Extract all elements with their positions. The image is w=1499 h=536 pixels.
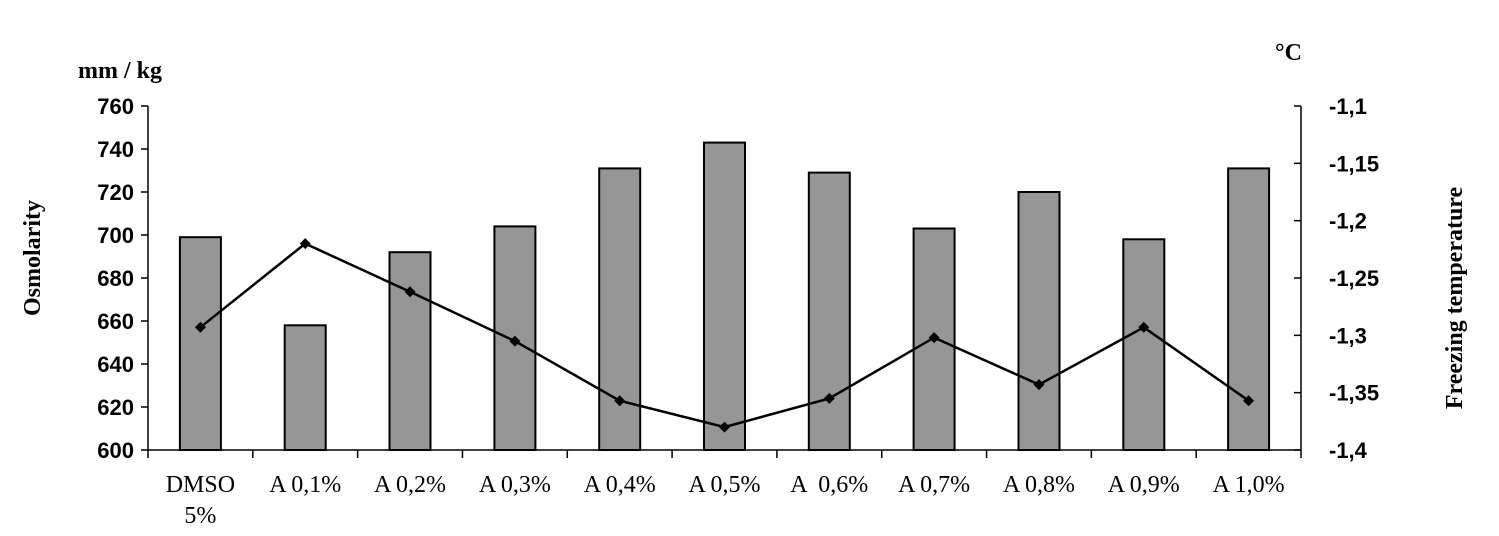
bar — [178, 236, 222, 451]
category-label: A 0,9% — [1108, 472, 1180, 498]
category-label: A 0,6% — [790, 472, 868, 498]
right-tick-label: -1,2 — [1329, 209, 1367, 234]
line-series — [194, 238, 1255, 433]
bar — [1227, 167, 1271, 451]
category-label: 5% — [184, 503, 216, 529]
right-tick-label: -1,4 — [1329, 438, 1368, 463]
right-tick-label: -1,25 — [1329, 266, 1379, 291]
bar — [1122, 238, 1166, 451]
left-tick-label: 680 — [97, 266, 134, 291]
line-point — [1138, 321, 1150, 333]
category-label: A 0,5% — [689, 472, 761, 498]
bar — [283, 324, 327, 451]
category-label: A 0,7% — [898, 472, 970, 498]
left-tick-label: 740 — [97, 137, 134, 162]
right-axis-label: Freezing temperature — [1442, 186, 1468, 409]
left-axis-label: Osmolarity — [20, 200, 46, 316]
axes — [141, 105, 1302, 458]
category-label: A 0,8% — [1003, 472, 1075, 498]
left-tick-label: 720 — [97, 180, 134, 205]
left-tick-label: 760 — [97, 94, 134, 119]
category-labels: DMSO 5% A 0,1% A 0,2% A 0,3% A 0,4% A 0,5% A 0,… — [166, 472, 1285, 529]
bar — [1017, 191, 1061, 451]
left-tick-label: 600 — [97, 438, 134, 463]
category-label: A 1,0% — [1213, 472, 1285, 498]
left-axis-unit: mm / kg — [78, 58, 162, 84]
line-point — [823, 392, 835, 404]
bar — [807, 171, 851, 451]
line-point — [928, 332, 940, 344]
left-tick-label: 700 — [97, 223, 134, 248]
right-axis-unit: °C — [1275, 40, 1302, 66]
bar — [598, 167, 642, 451]
category-label: A 0,1% — [269, 472, 341, 498]
category-label: A 0,2% — [374, 472, 446, 498]
line-point — [719, 421, 730, 433]
line-point — [509, 335, 521, 347]
bar — [388, 251, 432, 451]
line-point — [614, 395, 626, 407]
category-label: A 0,4% — [584, 472, 656, 498]
category-label: A 0,3% — [479, 472, 551, 498]
bar — [703, 141, 746, 451]
right-tick-label: -1,35 — [1329, 381, 1379, 406]
left-tick-label: 640 — [97, 352, 134, 377]
right-tick-label: -1,1 — [1329, 94, 1367, 119]
line-point — [299, 238, 311, 250]
line-point — [1243, 395, 1255, 407]
line-point — [194, 321, 206, 333]
left-tick-label: 660 — [97, 309, 134, 334]
line-point — [1033, 379, 1045, 391]
right-tick-label: -1,3 — [1329, 323, 1367, 348]
right-tick-label: -1,15 — [1329, 151, 1379, 176]
left-axis-ticks: 600 620 640 660 680 700 720 740 760 — [97, 94, 134, 463]
line-point — [404, 286, 416, 298]
left-tick-label: 620 — [97, 395, 134, 420]
category-label: DMSO — [166, 472, 235, 498]
right-axis-ticks: -1,4 -1,35 -1,3 -1,25 -1,2 -1,15 -1,1 — [1329, 94, 1379, 463]
bar-series — [178, 141, 1271, 451]
